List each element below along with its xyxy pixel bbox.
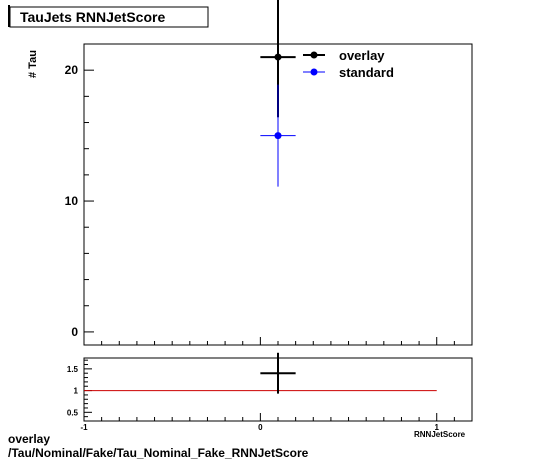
footer: overlay /Tau/Nominal/Fake/Tau_Nominal_Fa…	[8, 432, 308, 460]
data-point	[274, 53, 282, 61]
ratio-y-tick-label: 0.5	[67, 408, 79, 417]
footer-line-2: /Tau/Nominal/Fake/Tau_Nominal_Fake_RNNJe…	[8, 446, 309, 460]
chart-title: TauJets RNNJetScore	[20, 9, 165, 25]
legend-label: overlay	[339, 48, 385, 63]
x-axis-label: RNNJetScore	[414, 430, 466, 439]
legend-marker	[310, 68, 318, 76]
legend-marker	[310, 51, 318, 59]
y-tick-label: 10	[65, 194, 79, 208]
y-tick-label: 0	[71, 325, 78, 339]
y-tick-label: 20	[65, 63, 79, 77]
footer-line-1: overlay	[8, 432, 51, 446]
ratio-x-tick-label: 0	[258, 423, 263, 432]
ratio-y-tick-label: 1.5	[67, 365, 79, 374]
legend-label: standard	[339, 65, 394, 80]
ratio-y-tick-label: 1	[74, 387, 79, 396]
data-point	[274, 132, 282, 140]
ratio-x-tick-label: -1	[80, 423, 88, 432]
ratio-x-tick-label: 1	[435, 423, 440, 432]
y-axis-label: # Tau	[27, 50, 39, 78]
title-box-shadow	[8, 5, 10, 27]
